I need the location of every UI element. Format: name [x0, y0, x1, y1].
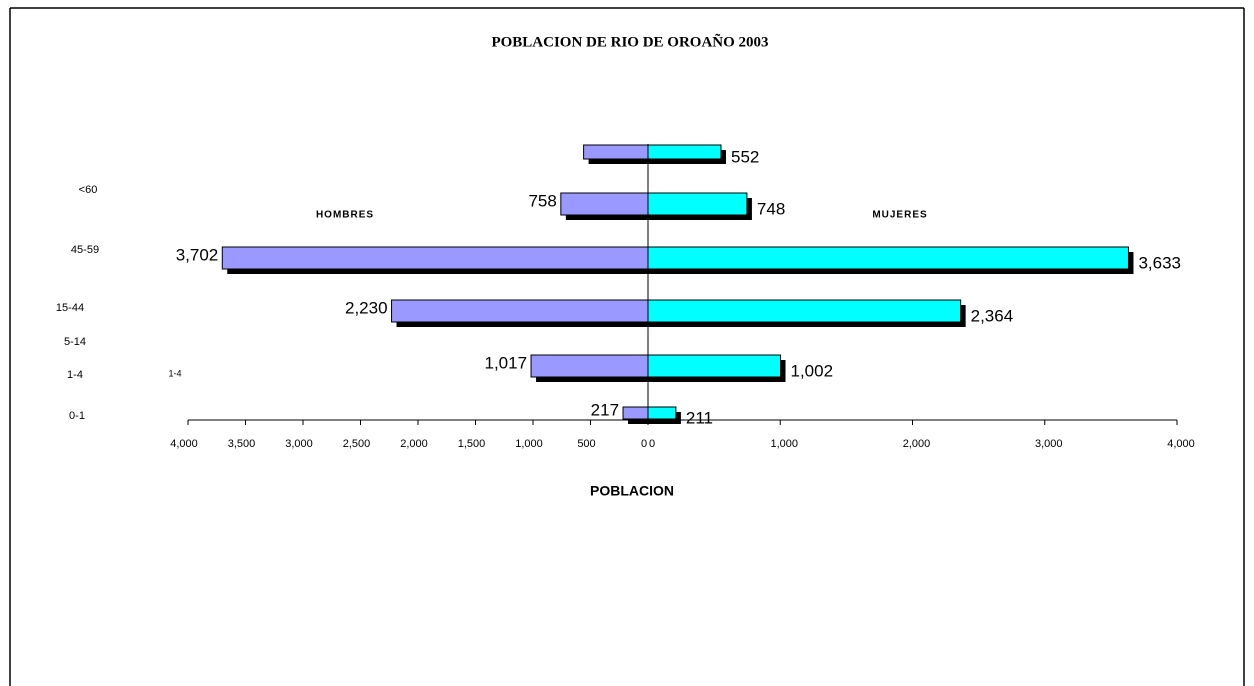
legend-label: HOMBRES — [316, 210, 374, 221]
x-tick-label: 4,000 — [1167, 438, 1195, 450]
y-tick-label: 5-14 — [64, 336, 86, 348]
data-label: 2,230 — [345, 298, 388, 317]
bar — [221, 246, 649, 270]
bar — [560, 192, 649, 216]
bar — [647, 406, 677, 420]
bar — [530, 354, 649, 378]
x-tick-label: 1,000 — [770, 438, 798, 450]
annotation: 1-4 — [168, 368, 181, 378]
bar — [647, 299, 962, 323]
bar — [647, 192, 748, 216]
bar — [583, 144, 649, 160]
data-label: 3,702 — [176, 245, 219, 264]
y-tick-label: <60 — [79, 184, 98, 196]
legend-label: MUJERES — [872, 210, 927, 221]
x-tick-label: 2,000 — [903, 438, 931, 450]
y-tick-label: 45-59 — [71, 244, 99, 256]
bar — [391, 299, 649, 323]
y-tick-label: 15-44 — [56, 302, 84, 314]
x-tick-label: 3,000 — [285, 438, 313, 450]
x-tick-label: 3,500 — [228, 438, 256, 450]
x-axis-label: POBLACION — [590, 483, 674, 499]
x-tick-label: 0 — [641, 438, 647, 450]
x-tick-label: 2,500 — [343, 438, 371, 450]
x-tick-label: 3,000 — [1035, 438, 1063, 450]
x-tick-label: 4,000 — [170, 438, 198, 450]
data-label: 3,633 — [1138, 253, 1181, 272]
bar — [647, 354, 782, 378]
data-label: 2,364 — [971, 306, 1014, 325]
bar — [647, 144, 722, 160]
bar — [622, 406, 649, 420]
data-label: 758 — [528, 191, 556, 210]
y-tick-label: 0-1 — [69, 410, 85, 422]
data-label: 748 — [757, 199, 785, 218]
y-tick-label: 1-4 — [67, 369, 83, 381]
data-label: 1,017 — [484, 353, 527, 372]
x-tick-label: 1,000 — [515, 438, 543, 450]
data-label: 211 — [686, 408, 713, 427]
x-tick-label: 500 — [577, 438, 595, 450]
bar — [647, 246, 1129, 270]
chart-title: POBLACION DE RIO DE OROAÑO 2003 — [491, 32, 768, 50]
x-tick-label: 2,000 — [400, 438, 428, 450]
data-label: 1,002 — [791, 361, 834, 380]
x-tick-label: 1,500 — [458, 438, 486, 450]
data-label: 217 — [591, 400, 619, 419]
data-label: 552 — [731, 147, 759, 166]
x-tick-label: 0 — [649, 438, 655, 450]
